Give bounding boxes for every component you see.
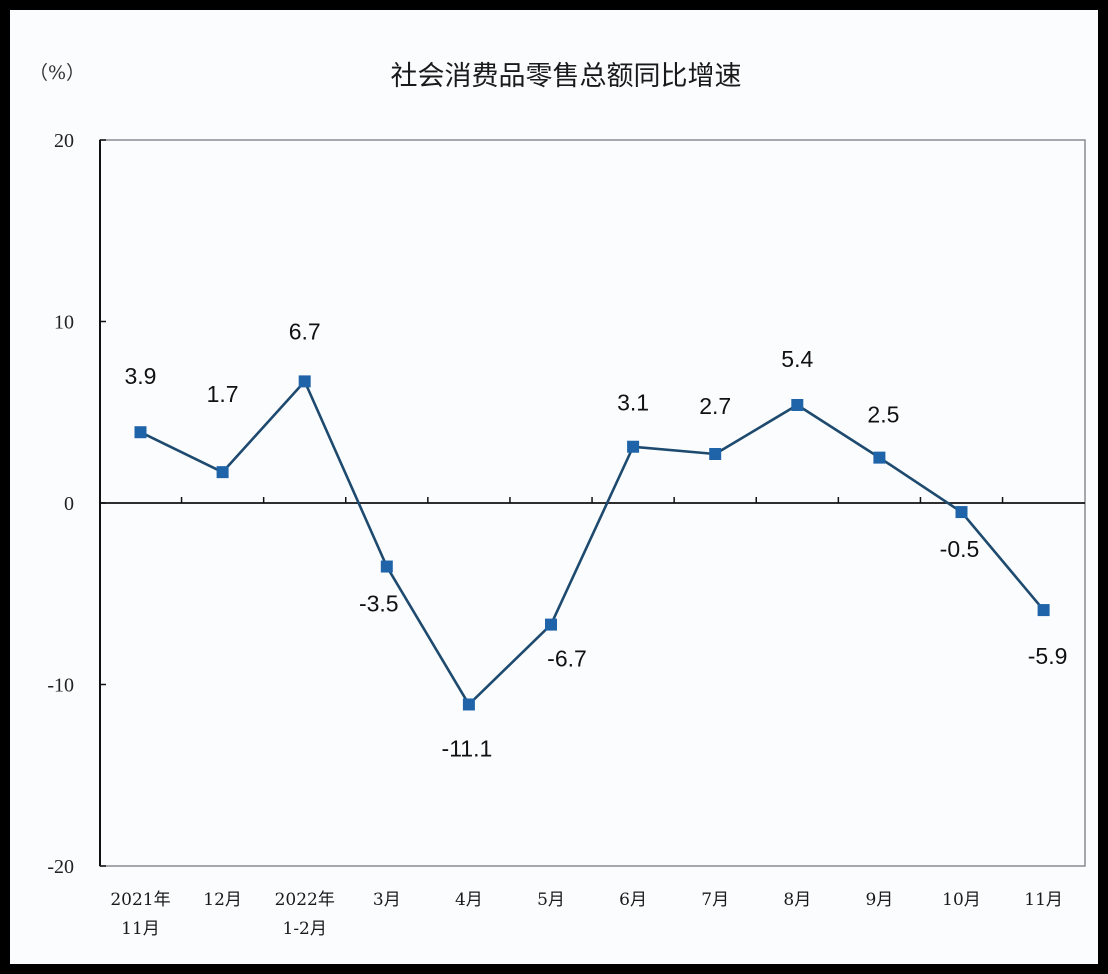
series-polyline (139, 380, 1045, 706)
data-point-marker (791, 398, 804, 411)
x-category-label: 2021年 (110, 890, 170, 910)
data-label: 3.9 (125, 363, 157, 389)
chart-title: 社会消费品零售总额同比增速 (391, 61, 742, 92)
y-tick-label: -10 (47, 675, 74, 697)
data-point-marker (1037, 604, 1050, 617)
x-category-label: 7月 (701, 890, 729, 910)
data-label: -5.9 (1028, 643, 1068, 669)
data-point-marker (709, 447, 722, 460)
x-category-label: 10月 (942, 890, 981, 910)
data-point-marker (216, 466, 229, 479)
data-label: 2.5 (867, 402, 899, 428)
data-label: 2.7 (699, 393, 731, 419)
data-label: 3.1 (617, 390, 649, 416)
x-category-label: 2022年 (275, 890, 335, 910)
data-point-marker (134, 426, 147, 439)
x-category-label: 1-2月 (283, 919, 327, 939)
data-series-line (139, 380, 1045, 706)
data-point-marker (545, 618, 557, 631)
data-point-markers (134, 375, 1050, 711)
x-category-label: 12月 (203, 890, 242, 910)
y-tick-label: 10 (54, 312, 74, 334)
data-label: 5.4 (781, 346, 813, 372)
data-label: -0.5 (940, 536, 980, 562)
x-category-label: 8月 (783, 890, 811, 910)
x-category-label: 5月 (537, 890, 565, 910)
x-axis: 2021年 11月 12月 2022年 1-2月 3月 4月 5月 6月 7月 8月 9月 10月 11月 (100, 497, 1085, 939)
y-axis-unit-label: （%） (29, 62, 85, 84)
data-point-marker (462, 698, 475, 711)
data-point-marker (873, 451, 886, 464)
y-tick-label: 0 (64, 493, 74, 515)
y-tick-label: 20 (54, 130, 74, 152)
data-point-marker (955, 506, 968, 519)
chart-panel (10, 10, 1098, 964)
y-axis: 20 10 0 -10 -20 (47, 130, 106, 878)
data-labels: 3.9 1.7 6.7 -3.5 -11.1 -6.7 3.1 2.7 5.4 2.5 -0.5 -5… (125, 318, 1068, 761)
x-category-label: 11月 (1024, 890, 1063, 910)
data-label: -6.7 (547, 646, 587, 672)
x-category-label: 4月 (455, 890, 483, 910)
data-label: 1.7 (207, 381, 239, 407)
data-point-marker (298, 375, 311, 388)
data-point-marker (380, 560, 393, 573)
x-category-label: 6月 (619, 890, 647, 910)
data-label: -3.5 (359, 591, 399, 617)
x-category-label: 11月 (121, 919, 160, 939)
x-category-label: 3月 (373, 890, 401, 910)
y-tick-label: -20 (47, 856, 74, 878)
data-label: -11.1 (442, 735, 493, 761)
data-point-marker (627, 440, 640, 453)
x-category-label: 9月 (865, 890, 893, 910)
data-label: 6.7 (289, 318, 321, 344)
